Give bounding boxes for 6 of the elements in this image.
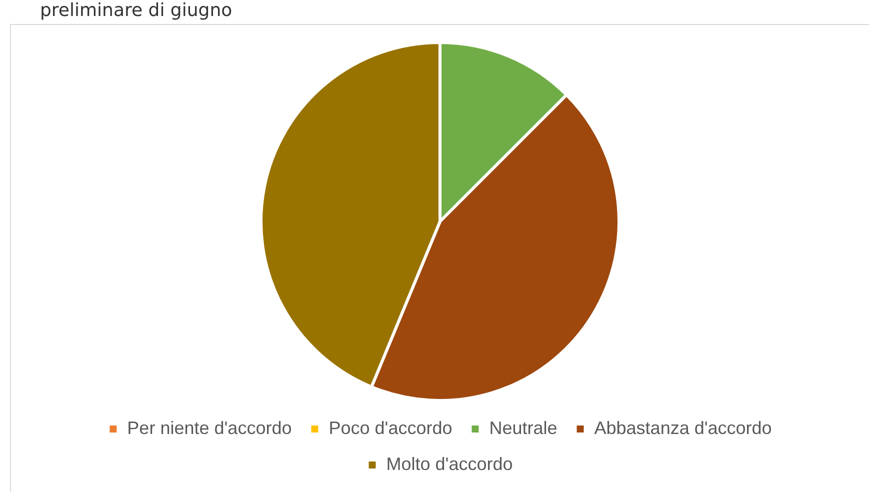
legend-label: Abbastanza d'accordo: [594, 418, 772, 438]
legend-label: Per niente d'accordo: [127, 418, 292, 438]
legend-label: Neutrale: [489, 418, 558, 438]
legend-label: Poco d'accordo: [328, 418, 452, 438]
chart-title: preliminare di giugno: [40, 0, 232, 22]
legend-label: Molto d'accordo: [386, 454, 513, 474]
